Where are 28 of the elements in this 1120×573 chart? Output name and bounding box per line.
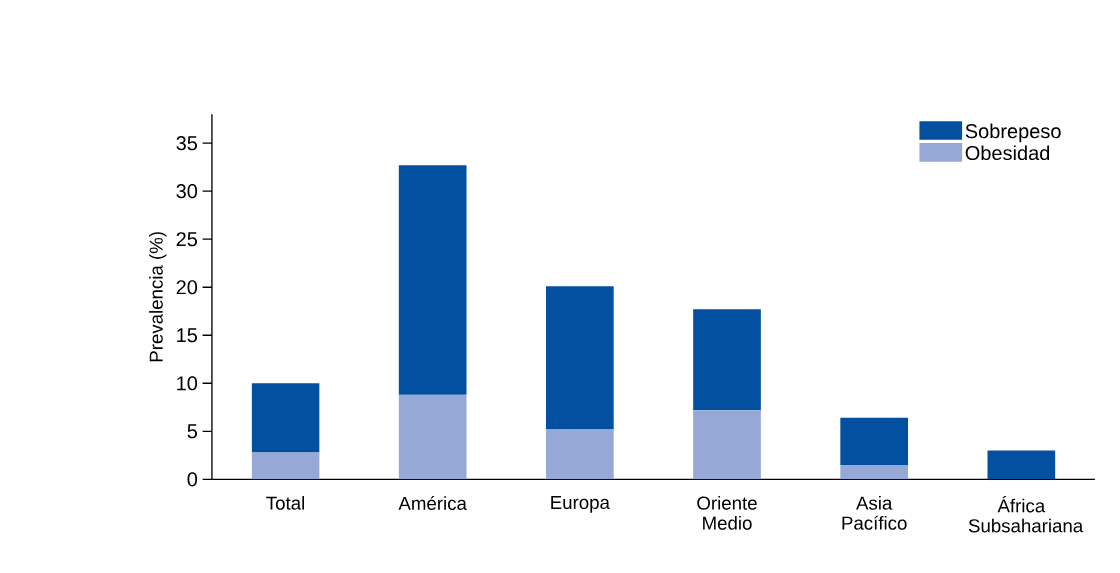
bar bbox=[840, 417, 909, 465]
bar bbox=[987, 450, 1056, 480]
y-tick-label: 30 bbox=[176, 184, 198, 199]
y-tick-label: 0 bbox=[187, 472, 198, 487]
bar bbox=[840, 464, 909, 480]
y-tick-label: 5 bbox=[187, 424, 198, 439]
legend-label: Sobrepeso bbox=[965, 123, 1061, 143]
bar bbox=[398, 394, 467, 480]
bar bbox=[693, 309, 761, 411]
x-tick-label: Asia Pacífico bbox=[842, 496, 907, 530]
bar bbox=[693, 410, 761, 480]
legend-label: Obesidad bbox=[965, 145, 1050, 161]
bar bbox=[545, 429, 614, 480]
y-axis-title: Prevalencia (%) bbox=[149, 232, 167, 362]
bar bbox=[545, 286, 614, 430]
x-tick-label: África Subsahariana bbox=[968, 496, 1084, 533]
y-tick-label: 15 bbox=[177, 328, 198, 343]
y-tick-label: 25 bbox=[176, 232, 198, 247]
x-tick-label: Oriente Medio bbox=[697, 496, 757, 530]
bar bbox=[398, 165, 467, 395]
bar bbox=[251, 383, 320, 453]
bar bbox=[251, 452, 320, 480]
x-tick-label: Total bbox=[266, 496, 304, 510]
x-tick-label: América bbox=[398, 496, 467, 510]
y-tick-label: 10 bbox=[177, 376, 198, 391]
y-tick-label: 35 bbox=[176, 136, 198, 151]
y-tick-label: 20 bbox=[176, 280, 198, 295]
x-tick-label: Europa bbox=[551, 496, 610, 513]
